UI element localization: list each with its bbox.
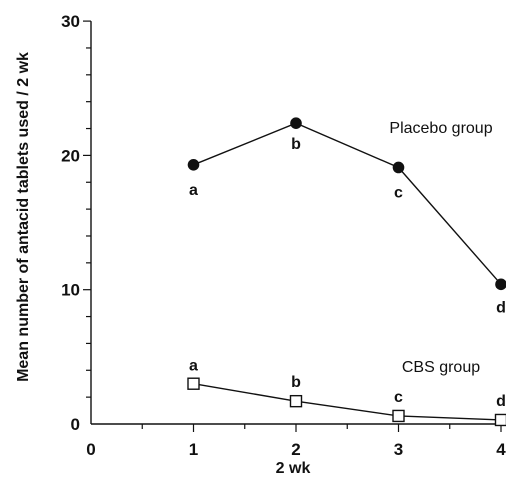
- point-label: b: [291, 136, 301, 153]
- series-layer: a b c d Placebo group a b c d CBS group: [187, 117, 506, 427]
- series-line: [193, 383, 502, 421]
- x-tick-label: 2: [291, 440, 300, 459]
- data-point: [290, 117, 302, 129]
- data-point: [289, 394, 303, 408]
- x-axis-title: 2 wk: [276, 460, 311, 477]
- x-ticks: 0 1 2 3 4: [86, 424, 506, 459]
- y-tick-label: 20: [61, 146, 80, 165]
- data-point: [187, 377, 200, 390]
- series-cbs: a b c d CBS group: [187, 358, 506, 427]
- y-tick-label: 10: [61, 281, 80, 300]
- data-point: [494, 413, 506, 427]
- x-tick-label: 3: [394, 440, 403, 459]
- point-label: d: [496, 393, 506, 410]
- x-tick-label: 4: [496, 440, 506, 459]
- series-placebo: a b c d Placebo group: [187, 117, 506, 316]
- data-point: [392, 161, 405, 174]
- x-tick-label: 1: [189, 440, 198, 459]
- point-label: a: [189, 182, 198, 199]
- data-point: [187, 159, 200, 171]
- series-name-label: CBS group: [402, 359, 480, 376]
- series-line: [193, 122, 502, 285]
- y-tick-label: 30: [61, 12, 80, 31]
- point-label: b: [291, 374, 301, 391]
- y-ticks: 0 10 20 30: [61, 12, 91, 434]
- y-tick-label: 0: [71, 415, 80, 434]
- data-point: [392, 409, 405, 423]
- point-label: c: [394, 389, 403, 406]
- point-label: c: [394, 184, 403, 201]
- y-axis-title: Mean number of antacid tablets used / 2 …: [15, 52, 32, 382]
- data-point: [495, 278, 506, 291]
- x-tick-label: 0: [86, 440, 95, 459]
- point-label: d: [496, 299, 506, 316]
- series-name-label: Placebo group: [389, 120, 492, 137]
- point-label: a: [189, 358, 198, 375]
